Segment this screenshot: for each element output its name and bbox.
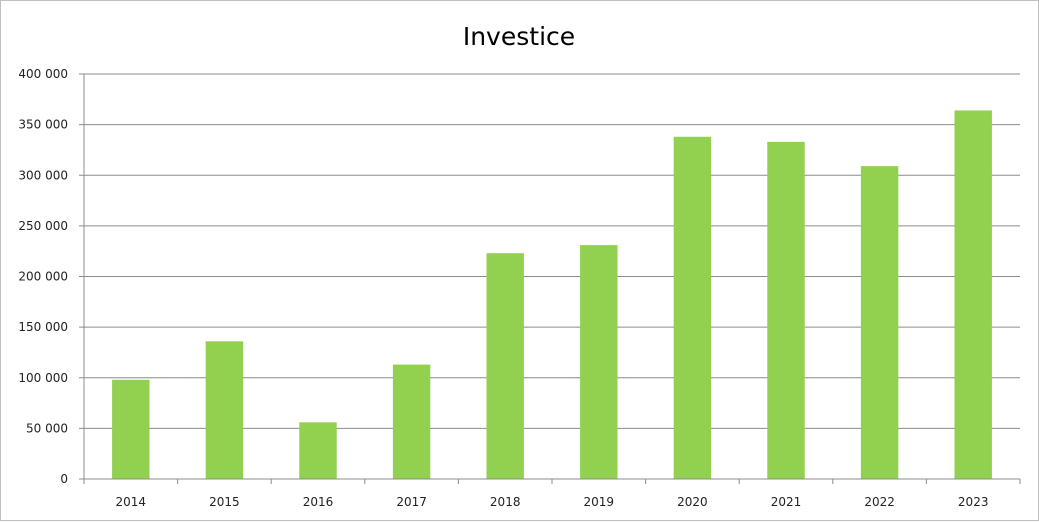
bar-2019 [580,245,618,479]
y-tick-label: 150 000 [18,320,68,334]
bar-2023 [954,110,992,479]
bar-2018 [486,253,524,479]
x-tick-label: 2023 [958,495,989,509]
x-tick-label: 2017 [396,495,427,509]
x-tick-label: 2015 [209,495,240,509]
y-tick-label: 400 000 [18,67,68,81]
y-tick-label: 350 000 [18,118,68,132]
bar-2021 [767,141,805,479]
y-tick-label: 50 000 [26,421,68,435]
x-tick-label: 2022 [864,495,895,509]
y-tick-label: 100 000 [18,371,68,385]
x-tick-label: 2021 [771,495,802,509]
bar-2020 [673,136,712,479]
x-tick-label: 2020 [677,495,708,509]
bar-2017 [392,364,431,479]
y-tick-label: 0 [60,472,68,486]
label-layer: 0 50 000 100 000 150 000 200 000 250 000 300 0… [18,67,988,509]
bar-2015 [205,341,244,479]
bar-2016 [299,422,337,479]
x-tick-label: 2016 [303,495,334,509]
chart-title: Investice [463,22,575,51]
bar-2014 [112,379,150,479]
x-tick-label: 2018 [490,495,521,509]
x-tick-label: 2014 [116,495,147,509]
bar-2022 [860,166,899,479]
y-tick-label: 250 000 [18,219,68,233]
bar-layer [112,110,992,479]
y-tick-label: 300 000 [18,168,68,182]
axis-layer [79,73,1021,484]
x-tick-label: 2019 [584,495,615,509]
y-tick-label: 200 000 [18,270,68,284]
